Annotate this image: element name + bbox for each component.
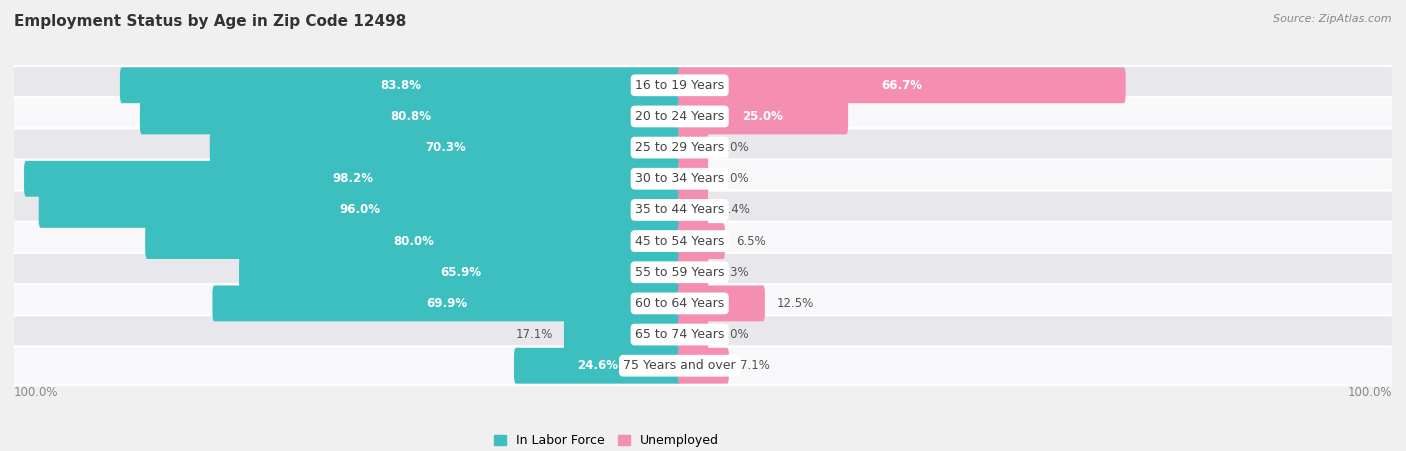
Text: 17.1%: 17.1% [515, 328, 553, 341]
Text: 25 to 29 Years: 25 to 29 Years [636, 141, 724, 154]
Text: 7.1%: 7.1% [741, 359, 770, 372]
Text: 69.9%: 69.9% [426, 297, 468, 310]
Text: 75 Years and over: 75 Years and over [623, 359, 735, 372]
Text: 70.3%: 70.3% [426, 141, 467, 154]
FancyBboxPatch shape [678, 192, 709, 228]
FancyBboxPatch shape [678, 285, 765, 321]
Text: 60 to 64 Years: 60 to 64 Years [636, 297, 724, 310]
FancyBboxPatch shape [678, 223, 725, 259]
Text: 0.0%: 0.0% [720, 141, 749, 154]
Text: 45 to 54 Years: 45 to 54 Years [636, 235, 724, 248]
FancyBboxPatch shape [212, 285, 682, 321]
FancyBboxPatch shape [564, 317, 682, 353]
FancyBboxPatch shape [13, 284, 1393, 323]
FancyBboxPatch shape [678, 130, 709, 166]
Text: 66.7%: 66.7% [882, 79, 922, 92]
Text: 20 to 24 Years: 20 to 24 Years [636, 110, 724, 123]
Text: 100.0%: 100.0% [1347, 386, 1392, 399]
FancyBboxPatch shape [39, 192, 682, 228]
FancyBboxPatch shape [13, 160, 1393, 198]
FancyBboxPatch shape [678, 317, 709, 353]
Text: 0.0%: 0.0% [720, 328, 749, 341]
Text: 24.6%: 24.6% [578, 359, 619, 372]
Text: 98.2%: 98.2% [332, 172, 374, 185]
Text: 80.8%: 80.8% [391, 110, 432, 123]
FancyBboxPatch shape [145, 223, 682, 259]
FancyBboxPatch shape [678, 98, 848, 134]
FancyBboxPatch shape [13, 97, 1393, 136]
FancyBboxPatch shape [13, 128, 1393, 167]
Text: 25.0%: 25.0% [742, 110, 783, 123]
Text: Source: ZipAtlas.com: Source: ZipAtlas.com [1274, 14, 1392, 23]
Text: 65 to 74 Years: 65 to 74 Years [636, 328, 724, 341]
FancyBboxPatch shape [515, 348, 682, 384]
Text: 80.0%: 80.0% [394, 235, 434, 248]
FancyBboxPatch shape [209, 130, 682, 166]
Text: 65.9%: 65.9% [440, 266, 481, 279]
Text: Employment Status by Age in Zip Code 12498: Employment Status by Age in Zip Code 124… [14, 14, 406, 28]
FancyBboxPatch shape [24, 161, 682, 197]
Text: 35 to 44 Years: 35 to 44 Years [636, 203, 724, 216]
Text: 30 to 34 Years: 30 to 34 Years [636, 172, 724, 185]
Text: 0.0%: 0.0% [720, 172, 749, 185]
FancyBboxPatch shape [678, 254, 709, 290]
FancyBboxPatch shape [13, 315, 1393, 354]
FancyBboxPatch shape [139, 98, 682, 134]
Text: 100.0%: 100.0% [14, 386, 59, 399]
FancyBboxPatch shape [13, 66, 1393, 105]
FancyBboxPatch shape [678, 67, 1126, 103]
FancyBboxPatch shape [678, 348, 728, 384]
FancyBboxPatch shape [13, 253, 1393, 291]
FancyBboxPatch shape [13, 222, 1393, 260]
Text: 83.8%: 83.8% [380, 79, 422, 92]
FancyBboxPatch shape [678, 161, 709, 197]
Text: 6.5%: 6.5% [737, 235, 766, 248]
Text: 2.4%: 2.4% [720, 203, 749, 216]
Text: 55 to 59 Years: 55 to 59 Years [636, 266, 724, 279]
Text: 16 to 19 Years: 16 to 19 Years [636, 79, 724, 92]
Text: 0.3%: 0.3% [720, 266, 749, 279]
FancyBboxPatch shape [13, 346, 1393, 385]
FancyBboxPatch shape [13, 191, 1393, 229]
FancyBboxPatch shape [120, 67, 682, 103]
Text: 12.5%: 12.5% [776, 297, 814, 310]
FancyBboxPatch shape [239, 254, 682, 290]
Legend: In Labor Force, Unemployed: In Labor Force, Unemployed [489, 429, 724, 451]
Text: 96.0%: 96.0% [340, 203, 381, 216]
